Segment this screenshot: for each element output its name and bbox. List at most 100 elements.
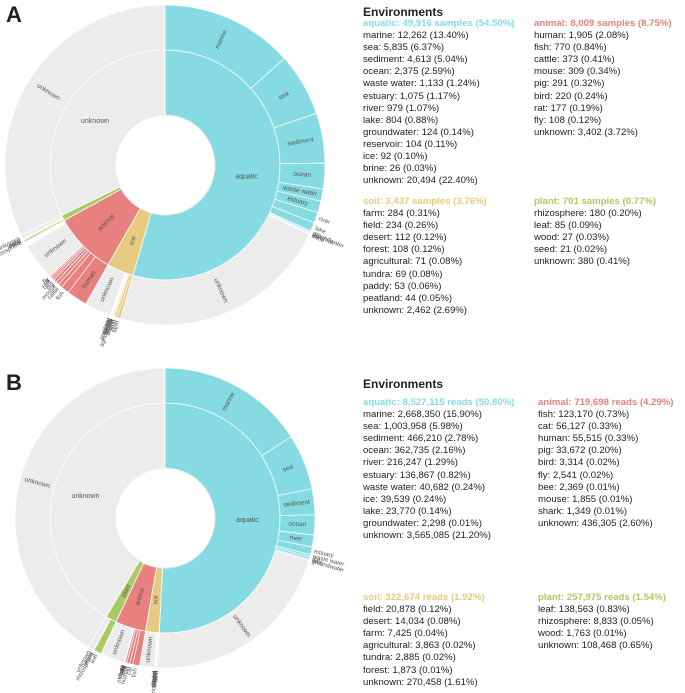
legend-soil-a: soil: 3,437 samples (3.76%) farm: 284 (0.… (363, 196, 487, 317)
legend-item: farm: 7,425 (0.04%) (363, 628, 448, 640)
legend-item: fish: 770 (0.84%) (534, 42, 607, 54)
outer-label-farm: farm (112, 320, 121, 333)
outer-label-bird: bird (42, 279, 53, 290)
legend-item: brine: 26 (0.03%) (363, 163, 437, 175)
legend-item: rat: 177 (0.19%) (534, 102, 603, 114)
inner-label-animal: animal (135, 588, 146, 607)
legend-item: ocean: 362,735 (2.16%) (363, 445, 466, 457)
center-circle (114, 114, 216, 216)
legend-item: estuary: 1,075 (1.17%) (363, 90, 461, 102)
inner-label-aquatic: aquatic (235, 173, 258, 180)
outer-label-forest: forest (151, 670, 158, 686)
legend-item: wood: 1,763 (0.01%) (538, 628, 627, 640)
legend-item: pig: 33,672 (0.20%) (538, 445, 622, 457)
legend-item: lake: 23,770 (0.14%) (363, 505, 452, 517)
legend-item: waste water: 40,682 (0.24%) (363, 481, 486, 493)
outer-label-ice: ice (311, 233, 321, 242)
legend-aquatic-a: aquatic: 49,916 samples (54.50%) marine: … (363, 18, 514, 187)
outer-label-ice: ice (312, 556, 322, 564)
legend-item: peatland: 44 (0.05%) (363, 292, 453, 304)
legend-title-animal: animal: 719,698 reads (4.29%) (538, 397, 674, 408)
outer-label-fly: fly (42, 277, 50, 285)
outer-slice-unknown (14, 367, 166, 648)
legend-item: wood: 27 (0.03%) (534, 232, 610, 244)
legend-item: ocean: 2,375 (2.59%) (363, 66, 455, 78)
outer-slice-unknown (4, 4, 166, 236)
legend-item: leaf: 138,563 (0.83%) (538, 604, 630, 616)
outer-label-leaf: leaf (11, 239, 23, 249)
outer-label-cat: cat (126, 666, 134, 675)
outer-label-fly: fly (120, 665, 127, 672)
inner-label-unknown: unknown (81, 118, 109, 125)
legend-animal-a: animal: 8,009 samples (8.75%) human: 1,90… (534, 18, 672, 139)
legend-plant-a: plant: 701 samples (0.77%) rhizosphere: 1… (534, 196, 656, 269)
legend-item: unknown: 3,565,085 (21.20%) (363, 530, 492, 542)
panel-b-letter: B (6, 370, 22, 395)
outer-label-mouse: mouse (116, 664, 127, 684)
outer-label-agricultural: agricultural (151, 671, 159, 693)
outer-label-fish: fish (131, 668, 139, 678)
legend-item: unknown: 3,402 (3.72%) (534, 126, 638, 138)
legend-item: pig: 291 (0.32%) (534, 78, 605, 90)
outer-label-field: field (154, 671, 161, 682)
outer-label-bee: bee (119, 664, 128, 676)
outer-label-river: river (289, 534, 303, 543)
legend-item: unknown: 380 (0.41%) (534, 256, 630, 268)
legend-item: cattle: 373 (0.41%) (534, 54, 615, 66)
legend-item: sediment: 466,210 (2.78%) (363, 433, 479, 445)
outer-label-rat: rat (42, 278, 51, 287)
legend-item: shark: 1,349 (0.01%) (538, 505, 628, 517)
legend-item: marine: 2,668,350 (15.90%) (363, 409, 482, 421)
outer-label-sediment: sediment (283, 499, 310, 509)
legend-item: groundwater: 2,298 (0.01%) (363, 517, 482, 529)
outer-label-seed: seed (8, 238, 22, 249)
legend-item: groundwater: 124 (0.14%) (363, 126, 474, 138)
environments-title-b: Environments (363, 377, 444, 391)
outer-label-ocean: ocean (288, 520, 306, 528)
legend-title-plant: plant: 257,975 reads (1.54%) (538, 592, 666, 603)
legend-item: unknown: 108,468 (0.65%) (538, 640, 653, 652)
legend-item: human: 55,515 (0.33%) (538, 433, 639, 445)
legend-aquatic-b: aquatic: 8,527,115 reads (50.80%) marine:… (363, 397, 514, 542)
outer-slice-unknown (157, 550, 310, 669)
outer-label-human: human (121, 666, 131, 685)
legend-item: unknown: 2,462 (2.69%) (363, 304, 467, 316)
legend-item: river: 216,247 (1.29%) (363, 457, 458, 469)
outer-label-lake: lake (314, 226, 327, 236)
legend-item: cat: 56,127 (0.33%) (538, 421, 622, 433)
legend-item: marine: 12,262 (13.40%) (363, 30, 469, 42)
outer-label-river: river (318, 216, 331, 226)
outer-label-lake: lake (311, 558, 324, 567)
legend-item: tundra: 69 (0.08%) (363, 268, 443, 280)
outer-label-fish: fish (55, 291, 66, 302)
legend-item: fish: 123,170 (0.73%) (538, 409, 630, 421)
outer-label-shark: shark (117, 664, 127, 681)
sunburst-chart-a: aquaticsoilanimalunknownmarineseasedimen… (0, 4, 345, 348)
legend-item: tundra: 2,885 (0.02%) (363, 652, 456, 664)
legend-item: fly: 2,541 (0.02%) (538, 469, 614, 481)
outer-label-bird: bird (119, 665, 127, 676)
outer-label-ocean: ocean (293, 171, 312, 179)
legend-item: unknown: 20,494 (22.40%) (363, 175, 478, 187)
legend-item: mouse: 309 (0.34%) (534, 66, 621, 78)
legend-item: desert: 112 (0.12%) (363, 232, 447, 244)
legend-title-soil: soil: 322,674 reads (1.92%) (363, 592, 485, 603)
legend-item: bee: 2,369 (0.01%) (538, 481, 620, 493)
legend-item: forest: 108 (0.12%) (363, 244, 445, 256)
outer-label-leaf: leaf (90, 653, 100, 665)
legend-item: field: 234 (0.26%) (363, 220, 439, 232)
outer-label-sediment: sediment (287, 136, 314, 147)
legend-item: lake: 804 (0.88%) (363, 114, 439, 126)
outer-label-unknown: unknown (144, 636, 154, 663)
environments-title-a: Environments (363, 5, 444, 19)
legend-plant-b: plant: 257,975 reads (1.54%) leaf: 138,56… (538, 592, 666, 652)
sunburst-chart-b: aquaticsoilanimalplantunknownmarinesease… (14, 367, 345, 693)
outer-label-pig: pig (45, 282, 55, 292)
outer-label-desert: desert (106, 319, 117, 337)
legend-item: farm: 284 (0.31%) (363, 208, 440, 220)
outer-label-farm: farm (152, 671, 159, 683)
legend-item: mouse: 1,855 (0.01%) (538, 493, 633, 505)
legend-title-animal: animal: 8,009 samples (8.75%) (534, 18, 672, 29)
outer-label-sea: sea (278, 90, 291, 102)
outer-label-brine: brine (310, 233, 325, 244)
